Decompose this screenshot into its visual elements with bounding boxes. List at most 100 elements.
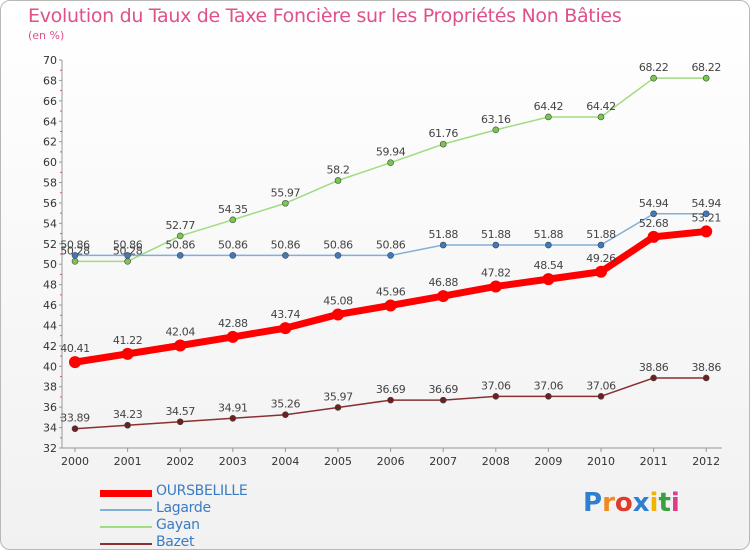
data-point (176, 252, 184, 259)
data-label: 46.88 (428, 276, 458, 289)
data-label: 52.68 (639, 217, 669, 230)
y-tick-label: 40 (43, 360, 57, 373)
data-point (279, 322, 292, 335)
data-point (176, 232, 184, 240)
data-point (702, 374, 710, 382)
data-label: 59.94 (376, 146, 406, 159)
y-tick-label: 52 (43, 238, 57, 251)
chart-subtitle: (en %) (28, 29, 65, 42)
data-point (597, 113, 605, 121)
y-tick-label: 54 (43, 217, 57, 230)
data-point (387, 252, 394, 259)
data-point (124, 252, 131, 259)
y-tick-label: 50 (43, 258, 57, 271)
data-label: 50.86 (376, 238, 406, 251)
legend-swatch (100, 509, 152, 511)
data-point (492, 126, 500, 134)
y-tick-label: 48 (43, 279, 57, 292)
y-tick-label: 42 (43, 340, 57, 353)
data-point (229, 414, 237, 422)
y-tick-label: 38 (43, 381, 57, 394)
x-tick-label: 2011 (640, 455, 668, 468)
data-point (124, 421, 131, 429)
y-tick-label: 60 (43, 156, 57, 169)
data-label: 37.06 (481, 379, 511, 392)
data-point (334, 177, 342, 184)
data-label: 51.88 (586, 228, 616, 241)
logo-letter: x (632, 488, 650, 518)
data-point (121, 347, 134, 360)
logo-letter: t (658, 488, 671, 518)
data-label: 49.26 (586, 252, 616, 265)
data-label: 45.08 (323, 294, 353, 307)
data-point (702, 74, 710, 82)
data-point (332, 308, 344, 321)
data-label: 38.86 (639, 361, 669, 374)
data-label: 54.35 (218, 203, 248, 216)
data-label: 45.96 (376, 285, 406, 298)
x-tick-label: 2009 (534, 455, 562, 468)
data-point (176, 418, 184, 426)
data-point (597, 241, 605, 249)
data-label: 34.57 (165, 405, 195, 418)
y-tick-label: 56 (43, 197, 57, 210)
data-point (439, 241, 447, 249)
data-label: 68.22 (639, 61, 669, 74)
y-tick-label: 46 (43, 299, 57, 312)
x-tick-label: 2007 (429, 455, 457, 468)
y-tick-label: 66 (43, 95, 57, 108)
data-label: 50.86 (323, 238, 353, 251)
data-point (334, 252, 342, 259)
logo-letter: P (583, 488, 603, 518)
data-point (545, 241, 552, 249)
data-label: 43.74 (271, 308, 301, 321)
data-label: 68.22 (691, 61, 721, 74)
data-point (439, 396, 447, 404)
logo-letter: o (614, 488, 633, 518)
data-label: 42.04 (165, 325, 195, 338)
data-label: 54.94 (639, 197, 669, 210)
data-point (334, 404, 342, 411)
y-tick-label: 62 (43, 136, 57, 149)
data-point (229, 216, 237, 224)
y-tick-label: 68 (43, 74, 57, 87)
x-tick-label: 2001 (114, 455, 142, 468)
data-label: 54.94 (691, 197, 721, 210)
data-point (545, 113, 552, 121)
data-point (387, 159, 394, 167)
data-label: 61.76 (428, 127, 458, 140)
data-label: 50.28 (113, 244, 143, 257)
y-tick-label: 44 (43, 319, 57, 332)
data-label: 51.88 (428, 228, 458, 241)
data-label: 51.88 (481, 228, 511, 241)
data-label: 63.16 (481, 113, 511, 126)
data-label: 34.23 (113, 408, 143, 421)
data-point (437, 290, 450, 303)
data-point (597, 393, 605, 400)
data-point (489, 280, 502, 293)
data-label: 42.88 (218, 317, 248, 330)
legend-label: OURSBELILLE (156, 483, 248, 499)
data-point (702, 210, 710, 218)
y-tick-label: 58 (43, 177, 57, 190)
data-point (650, 374, 657, 382)
y-tick-label: 36 (43, 401, 57, 414)
data-point (700, 225, 713, 238)
legend-label: Gayan (156, 517, 200, 533)
data-point (124, 258, 131, 265)
data-point (647, 230, 660, 243)
x-tick-label: 2012 (692, 455, 720, 468)
data-point (384, 299, 397, 312)
data-label: 50.86 (60, 238, 90, 251)
data-label: 36.69 (428, 383, 458, 396)
data-label: 36.69 (376, 383, 406, 396)
data-label: 40.41 (60, 342, 90, 355)
x-tick-label: 2000 (61, 455, 89, 468)
x-tick-label: 2005 (324, 455, 352, 468)
data-label: 38.86 (691, 361, 721, 374)
data-point (282, 411, 289, 419)
data-label: 35.26 (271, 398, 301, 411)
x-tick-label: 2004 (271, 455, 299, 468)
legend-swatch (100, 489, 152, 497)
